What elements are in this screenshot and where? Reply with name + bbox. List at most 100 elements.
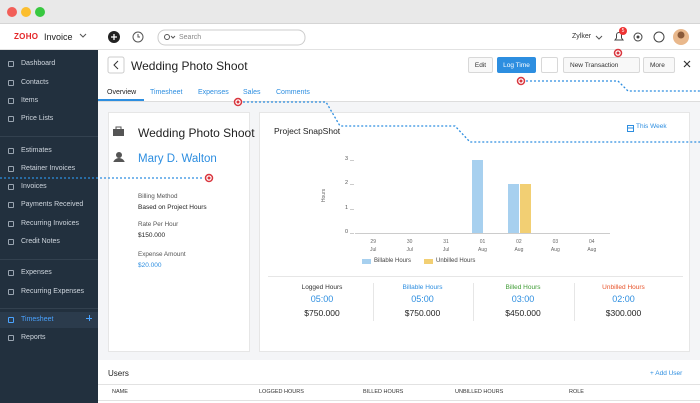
column-header: NAME [112,389,128,395]
sidebar-item[interactable]: Items [21,97,39,104]
tab[interactable]: Timesheet [150,89,183,96]
org-name[interactable]: Zylker [572,33,592,40]
search-placeholder[interactable]: Search [179,34,202,41]
y-axis-label: Hours [321,188,328,203]
sidebar-item[interactable]: Price Lists [21,115,54,122]
logo: ZOHO [14,32,39,41]
y-tick-label: 0 [344,229,348,235]
period-selector[interactable]: This Week [636,123,667,130]
sidebar-item[interactable]: Estimates [21,147,52,154]
stat-hours: 03:00 [511,294,535,304]
new-transaction-button[interactable]: New Transaction [563,57,640,73]
tab[interactable]: Sales [243,89,261,96]
x-axis [355,233,610,234]
sidebar-separator [0,308,98,309]
active-item-bg [0,312,98,328]
sidebar-item[interactable]: Expenses [21,269,52,276]
stat-amount: $450.000 [505,308,541,318]
sidebar-item[interactable]: Retainer Invoices [21,165,76,172]
y-tick [350,233,354,234]
tab[interactable]: Expenses [198,89,229,96]
stat-divider [372,283,374,321]
stat-amount: $300.000 [605,308,642,318]
y-tick [350,160,354,161]
stat-amount: $750.000 [304,308,340,318]
column-header: ROLE [569,389,584,395]
sidebar-icon [8,184,14,190]
users-border [98,384,700,385]
sidebar-icon [8,61,14,67]
sidebar-icon [8,166,14,172]
sidebar-icon [8,116,14,122]
x-tick-label: 01 Aug [478,239,487,253]
project-title: Wedding Photo Shoot [131,59,248,73]
y-tick-label: 1 [344,204,348,211]
customer-name[interactable]: Mary D. Walton [138,153,217,165]
stats-divider [268,276,683,277]
x-tick-label: 29 Jul [370,239,377,253]
log-time-button[interactable]: Log Time [497,57,536,73]
sidebar-separator [0,259,98,260]
tab[interactable]: Comments [276,89,310,96]
sidebar-item[interactable]: Dashboard [21,60,56,67]
sidebar-item[interactable]: Credit Notes [21,238,60,245]
legend-swatch [424,259,433,264]
field-label: Expense Amount [138,251,186,258]
stat-label: Billable Hours [402,284,443,291]
legend-label: Unbilled Hours [436,258,476,264]
column-header: LOGGED HOURS [259,389,304,395]
y-tick-label: 2 [344,180,348,187]
sidebar-icon [8,148,14,154]
users-title: Users [108,369,129,378]
field-value: $150.000 [138,232,166,239]
edit-button[interactable]: Edit [468,57,493,73]
app-header [0,24,700,50]
app-name[interactable]: Invoice [44,32,73,42]
tab[interactable]: Overview [107,89,137,96]
users-border-bottom [98,400,700,401]
sidebar-icon [8,239,14,245]
bar [471,160,483,233]
y-tick-label: 3 [344,156,348,162]
add-user-link[interactable]: + Add User [650,370,683,377]
legend-swatch [362,259,371,264]
sidebar-item[interactable]: Payments Received [21,201,84,208]
sidebar-item[interactable]: Invoices [21,183,47,190]
stat-divider [473,283,474,321]
sidebar-separator [0,136,98,137]
field-label: Rate Per Hour [138,221,179,228]
y-tick [350,208,354,210]
sidebar-item[interactable]: Recurring Expenses [21,288,85,295]
more-button[interactable]: More [643,57,675,73]
sidebar-icon [8,270,14,276]
column-header: BILLED HOURS [363,389,404,395]
calendar-icon [627,125,634,132]
x-tick-label: 30 Jul [406,239,413,253]
window-controls [7,7,45,17]
bar [507,184,519,233]
sidebar-icon [8,289,14,295]
x-tick-label: 31 Jul [442,239,450,253]
legend-label: Billable Hours [374,258,412,264]
sidebar-item[interactable]: Reports [21,334,46,341]
x-tick-label: 02 Aug [514,239,524,253]
field-value: Based on Project Hours [138,204,207,211]
y-tick [350,184,354,186]
sidebar-item[interactable]: Recurring Invoices [21,220,79,227]
stat-label: Logged Hours [301,284,343,291]
stat-divider [573,283,575,321]
details-icons [113,126,125,162]
x-tick-label: 04 Aug [587,239,597,253]
sidebar-item[interactable]: Timesheet [21,316,54,323]
browser-bar [0,0,700,24]
sidebar-icon [8,98,14,104]
tab-underline [98,99,144,101]
sidebar-item[interactable]: Contacts [21,79,49,86]
stat-hours: 05:00 [411,294,434,304]
stat-hours: 02:00 [612,294,635,304]
header-icons [79,29,689,46]
attach-button[interactable] [541,57,558,73]
sidebar-icon [8,202,14,208]
details-card [108,112,250,352]
